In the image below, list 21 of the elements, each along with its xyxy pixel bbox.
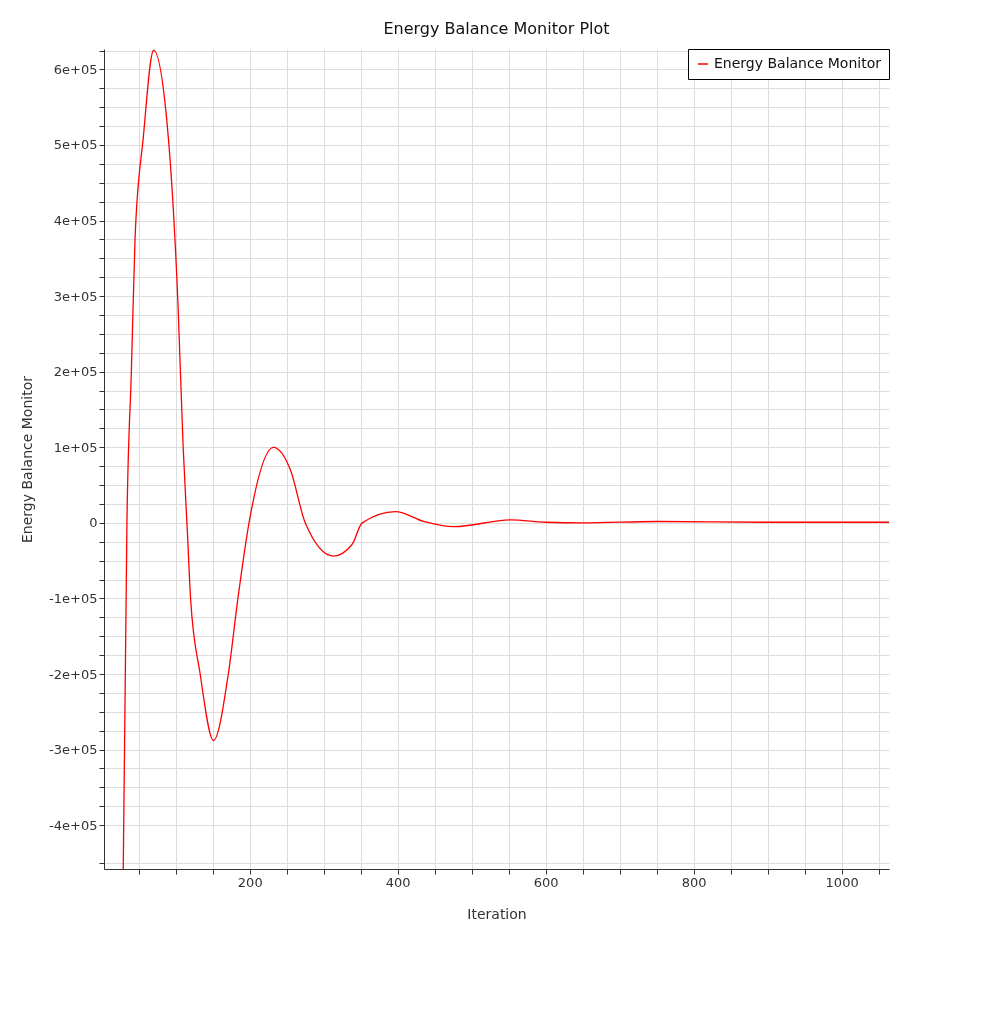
y-tick-label: 5e+05 [53, 137, 98, 153]
y-tick-label: 2e+05 [53, 364, 98, 380]
y-tick-label: 6e+05 [53, 61, 98, 77]
y-tick-label: 1e+05 [53, 439, 98, 455]
x-tick-label: 1000 [825, 874, 859, 890]
line-series [122, 49, 889, 869]
y-tick-label: -1e+05 [49, 590, 98, 606]
x-tick-label: 200 [237, 874, 263, 890]
y-tick-label: -3e+05 [49, 742, 98, 758]
y-tick-label: -2e+05 [49, 666, 98, 682]
y-axis-title: Energy Balance Monitor [19, 375, 36, 543]
x-axis-title: Iteration [467, 905, 527, 922]
y-tick-label: 4e+05 [53, 213, 98, 229]
y-tick-label: 0 [89, 515, 98, 531]
x-tick-label: 400 [385, 874, 411, 890]
chart-title: Energy Balance Monitor Plot [383, 18, 610, 38]
x-tick-label: 800 [681, 874, 707, 890]
legend-label: Energy Balance Monitor [714, 55, 882, 71]
x-tick-label: 600 [533, 874, 559, 890]
y-tick-label: 3e+05 [53, 288, 98, 304]
y-tick-label: -4e+05 [49, 817, 98, 833]
